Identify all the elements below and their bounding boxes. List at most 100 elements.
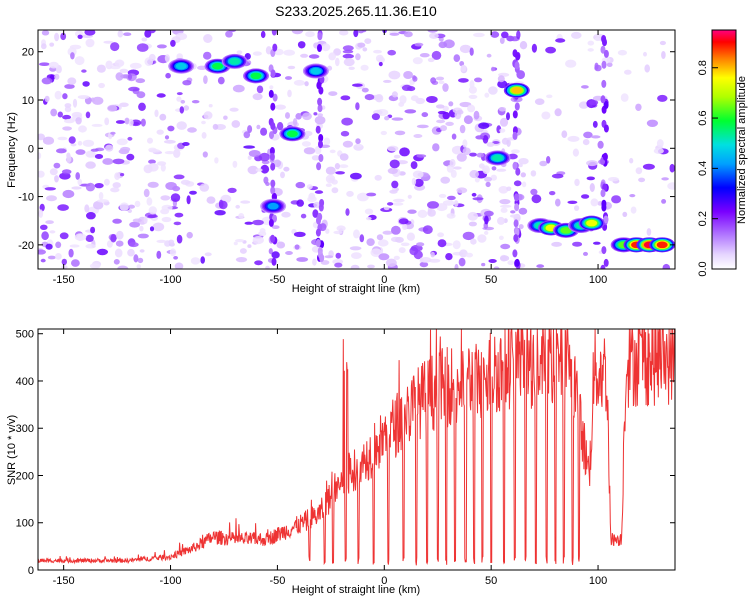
- heatmap-speckle: [653, 148, 664, 154]
- heatmap-speckle: [370, 248, 383, 257]
- heatmap-speckle: [499, 128, 506, 133]
- heatmap-speckle: [98, 192, 104, 200]
- heatmap-speckle: [436, 119, 446, 124]
- heatmap-speckle: [252, 219, 264, 226]
- heatmap-speckle: [500, 204, 512, 208]
- heatmap-speckle: [247, 155, 252, 160]
- heatmap-speckle: [430, 77, 437, 84]
- heatmap-speckle: [68, 248, 74, 258]
- snr-ytick-label: 100: [16, 518, 34, 530]
- heatmap-speckle: [296, 257, 309, 262]
- heatmap-speckle: [85, 234, 94, 242]
- heatmap-speckle: [312, 209, 319, 218]
- heatmap-speckle: [468, 221, 477, 227]
- heatmap-speckle: [84, 204, 90, 213]
- spectrogram-x-label: Height of straight line (km): [292, 283, 420, 295]
- heatmap-speckle: [54, 175, 59, 183]
- heatmap-speckle: [325, 228, 330, 234]
- heatmap-speckle: [54, 32, 60, 42]
- heatmap-speckle: [160, 164, 166, 172]
- heatmap-speckle: [61, 265, 68, 269]
- heatmap-speckle: [294, 244, 300, 250]
- heatmap-speckle: [582, 139, 590, 146]
- heatmap-speckle: [484, 176, 492, 182]
- heatmap-speckle: [419, 257, 432, 263]
- heatmap-speckle: [164, 151, 175, 155]
- spectrogram-xtick-label: 50: [485, 274, 497, 286]
- heatmap-streak: [515, 167, 521, 176]
- heatmap-streak: [318, 134, 324, 142]
- heatmap-speckle: [240, 200, 251, 204]
- heatmap-speckle: [59, 172, 71, 180]
- heatmap-streak: [514, 102, 520, 111]
- heatmap-speckle: [311, 155, 320, 161]
- heatmap-streak: [603, 258, 609, 267]
- heatmap-speckle: [186, 231, 193, 239]
- heatmap-streak: [319, 199, 325, 207]
- heatmap-speckle: [446, 213, 456, 219]
- heatmap-speckle: [203, 75, 208, 84]
- heatmap-speckle: [473, 32, 485, 38]
- heatmap-speckle: [350, 264, 360, 269]
- heatmap-speckle: [402, 224, 408, 231]
- heatmap-streak: [270, 186, 276, 195]
- heatmap-speckle: [141, 37, 148, 42]
- heatmap-speckle: [170, 193, 181, 202]
- heatmap-speckle: [451, 133, 457, 140]
- heatmap-speckle: [103, 40, 114, 44]
- heatmap-speckle: [376, 234, 384, 241]
- heatmap-speckle: [38, 209, 44, 218]
- heatmap-speckle: [72, 98, 78, 108]
- heatmap-speckle: [460, 64, 467, 72]
- heatmap-speckle: [328, 52, 337, 61]
- heatmap-speckle: [589, 183, 595, 192]
- heatmap-speckle: [219, 200, 228, 210]
- heatmap-speckle: [126, 153, 135, 161]
- heatmap-speckle: [66, 154, 72, 164]
- heatmap-speckle: [147, 163, 159, 172]
- heatmap-speckle: [263, 176, 269, 184]
- heatmap-streak: [603, 124, 609, 133]
- heatmap-speckle: [312, 258, 317, 266]
- heatmap-speckle: [50, 108, 58, 117]
- heatmap-streak: [272, 93, 278, 102]
- heatmap-speckle: [112, 182, 121, 189]
- heatmap-speckle: [340, 130, 350, 137]
- heatmap-speckle: [127, 73, 133, 80]
- heatmap-speckle: [539, 160, 548, 167]
- heatmap-speckle: [400, 242, 410, 247]
- heatmap-speckle: [416, 242, 425, 247]
- heatmap-speckle: [156, 239, 167, 243]
- spectrogram-y-ticks: -20 -10 0 10 20: [18, 47, 675, 252]
- heatmap-speckle: [69, 244, 80, 248]
- heatmap-speckle: [565, 59, 577, 68]
- heatmap-speckle: [341, 117, 353, 126]
- snr-y-label: SNR (10 * v/v): [6, 415, 18, 485]
- heatmap-streak: [513, 234, 519, 243]
- heatmap-hotspot: [492, 154, 504, 162]
- heatmap-speckle: [85, 243, 96, 249]
- heatmap-speckle: [410, 161, 418, 170]
- heatmap-speckle: [389, 32, 400, 36]
- heatmap-speckle: [235, 239, 245, 243]
- heatmap-speckle: [506, 138, 511, 147]
- heatmap-speckle: [427, 30, 438, 33]
- snr-xtick-label: 100: [589, 575, 607, 587]
- heatmap-hotspot: [560, 227, 572, 234]
- heatmap-speckle: [295, 181, 306, 189]
- heatmap-speckle: [244, 221, 254, 225]
- heatmap-speckle: [592, 120, 598, 128]
- heatmap-streak: [602, 38, 607, 47]
- heatmap-speckle: [342, 53, 354, 59]
- heatmap-speckle: [343, 58, 355, 67]
- heatmap-speckle: [477, 234, 487, 243]
- heatmap-speckle: [490, 31, 500, 38]
- colorbar-tick-label: 0.0: [697, 261, 709, 276]
- heatmap-speckle: [478, 122, 490, 129]
- heatmap-speckle: [518, 163, 523, 168]
- heatmap-speckle: [127, 136, 133, 141]
- heatmap-speckle: [54, 90, 62, 100]
- heatmap-streak: [512, 110, 518, 119]
- heatmap-speckle: [62, 189, 75, 199]
- heatmap-speckle: [156, 93, 166, 98]
